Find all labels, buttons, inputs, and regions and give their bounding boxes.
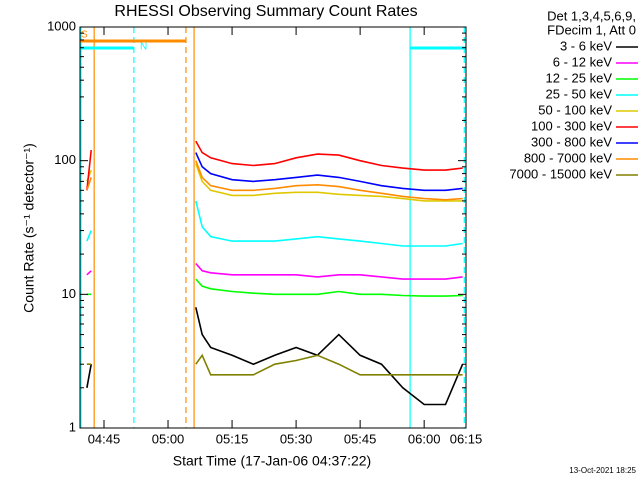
legend-label: 100 - 300 keV: [531, 118, 612, 133]
x-tick-label: 05:30: [280, 431, 313, 446]
y-tick-label: 100: [54, 152, 76, 167]
legend-header: FDecim 1, Att 0: [547, 22, 636, 37]
series-line: [86, 200, 463, 247]
series-line: [86, 262, 463, 280]
series-line: [86, 278, 463, 297]
legend-label: 3 - 6 keV: [560, 38, 612, 53]
series-line: [86, 140, 463, 191]
x-tick-label: 05:00: [152, 431, 185, 446]
chart-title: RHESSI Observing Summary Count Rates: [114, 3, 417, 20]
x-tick-label: 06:00: [408, 431, 441, 446]
legend-label: 12 - 25 keV: [546, 70, 613, 85]
plot-frame: [79, 26, 467, 429]
legend-label: 6 - 12 keV: [553, 54, 613, 69]
series-line: [86, 160, 463, 201]
legend-label: 300 - 800 keV: [531, 134, 612, 149]
series-line: [195, 152, 463, 192]
y-tick-label: 1: [69, 419, 76, 434]
flag-label: S: [81, 30, 88, 41]
x-tick-label: 05:45: [344, 431, 377, 446]
series-line: [86, 353, 463, 376]
x-axis-label: Start Time (17-Jan-06 04:37:22): [173, 453, 371, 469]
y-tick-label: 1000: [47, 18, 76, 33]
legend-label: 7000 - 15000 keV: [509, 166, 612, 181]
legend-header: Det 1,3,4,5,6,9,: [547, 8, 636, 23]
legend-label: 800 - 7000 keV: [524, 150, 613, 165]
legend-label: 50 - 100 keV: [538, 102, 612, 117]
y-tick-label: 10: [62, 286, 76, 301]
series-line: [86, 307, 464, 406]
x-tick-label: 04:45: [88, 431, 121, 446]
y-axis-label: Count Rate (s⁻¹ detector⁻¹): [21, 143, 37, 313]
flag-label: N: [140, 42, 147, 53]
x-tick-label: 06:15: [450, 431, 483, 446]
x-tick-label: 05:15: [216, 431, 249, 446]
legend-label: 25 - 50 keV: [546, 86, 613, 101]
footer: 13-Oct-2021 18:25: [569, 466, 636, 475]
